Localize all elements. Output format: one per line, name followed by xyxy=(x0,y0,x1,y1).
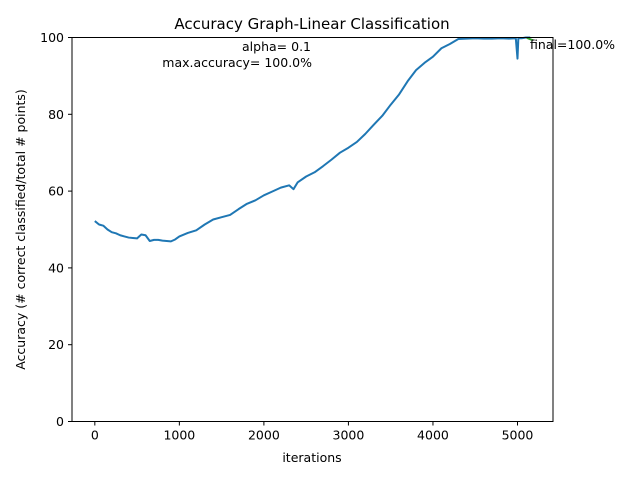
plot-area xyxy=(71,36,554,422)
y-tick-label: 100 xyxy=(40,30,64,45)
y-tick-label: 40 xyxy=(48,260,64,275)
x-axis-label: iterations xyxy=(282,450,341,465)
x-axis-ticks: 0 1000 2000 3000 4000 5000 xyxy=(91,421,534,443)
final-accuracy-annotation: final=100.0% xyxy=(530,37,615,52)
plot-frame xyxy=(71,37,554,422)
series-layer xyxy=(94,36,534,243)
x-tick-label: 5000 xyxy=(502,428,534,443)
y-tick-label: 60 xyxy=(48,184,64,199)
x-tick-label: 4000 xyxy=(417,428,449,443)
x-tick-label: 2000 xyxy=(248,428,280,443)
series-line-0 xyxy=(94,36,531,243)
series-line-1 xyxy=(526,36,534,42)
y-tick-label: 80 xyxy=(48,107,64,122)
x-tick-label: 3000 xyxy=(333,428,365,443)
y-tick-label: 0 xyxy=(56,414,64,429)
max-accuracy-annotation: max.accuracy= 100.0% xyxy=(162,55,312,70)
y-axis-ticks: 0 20 40 60 80 100 xyxy=(40,30,72,429)
x-tick-label: 1000 xyxy=(163,428,195,443)
y-tick-label: 20 xyxy=(48,337,64,352)
y-axis-label: Accuracy (# correct classified/total # p… xyxy=(13,89,28,370)
x-tick-label: 0 xyxy=(91,428,99,443)
chart-title: Accuracy Graph-Linear Classification xyxy=(174,15,449,33)
alpha-annotation: alpha= 0.1 xyxy=(242,39,311,54)
